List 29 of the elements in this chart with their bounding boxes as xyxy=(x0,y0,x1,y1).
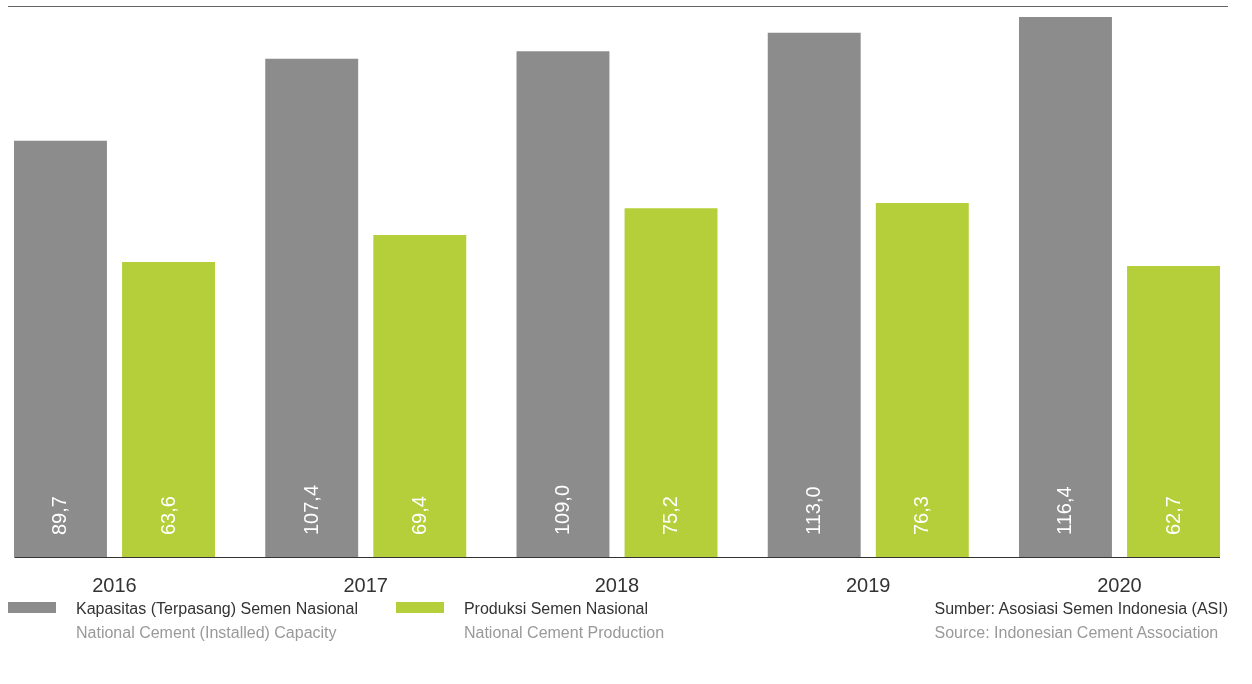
bar xyxy=(373,235,467,557)
bar xyxy=(265,58,359,557)
text: Sumber: Asosiasi Semen Indonesia (ASI) xyxy=(934,600,1228,618)
data-label: 62,7 xyxy=(1161,496,1184,535)
bar xyxy=(767,32,861,557)
bar xyxy=(14,140,107,557)
data-label: 113,0 xyxy=(802,486,825,535)
bar xyxy=(122,261,215,557)
bar xyxy=(875,203,969,557)
data-label: 75,2 xyxy=(659,496,682,535)
data-label: 69,4 xyxy=(407,496,430,535)
bar xyxy=(516,51,610,557)
data-label: 89,7 xyxy=(48,496,71,535)
x-tick-label: 2019 xyxy=(846,573,891,596)
legend-label: Produksi Semen Nasional National Cement Production xyxy=(463,600,665,642)
data-label: 109,0 xyxy=(550,484,573,535)
bar xyxy=(1127,266,1220,557)
bar xyxy=(624,208,718,557)
source-note: Source: Indonesian Cement Association xyxy=(934,624,1220,642)
legend-label: Kapasitas (Terpasang) Semen Nasional National Cement (Installed) Capacity xyxy=(76,600,358,642)
data-label: 76,3 xyxy=(910,496,933,535)
data-label: 63,6 xyxy=(156,496,179,535)
bar xyxy=(1019,17,1112,557)
data-label: 116,4 xyxy=(1053,486,1076,535)
x-tick-label: 2020 xyxy=(1097,573,1142,596)
x-tick-label: 2018 xyxy=(594,573,640,596)
x-tick-label: 2016 xyxy=(92,573,137,596)
data-label: 107,4 xyxy=(299,484,322,535)
x-tick-label: 2017 xyxy=(343,573,388,596)
